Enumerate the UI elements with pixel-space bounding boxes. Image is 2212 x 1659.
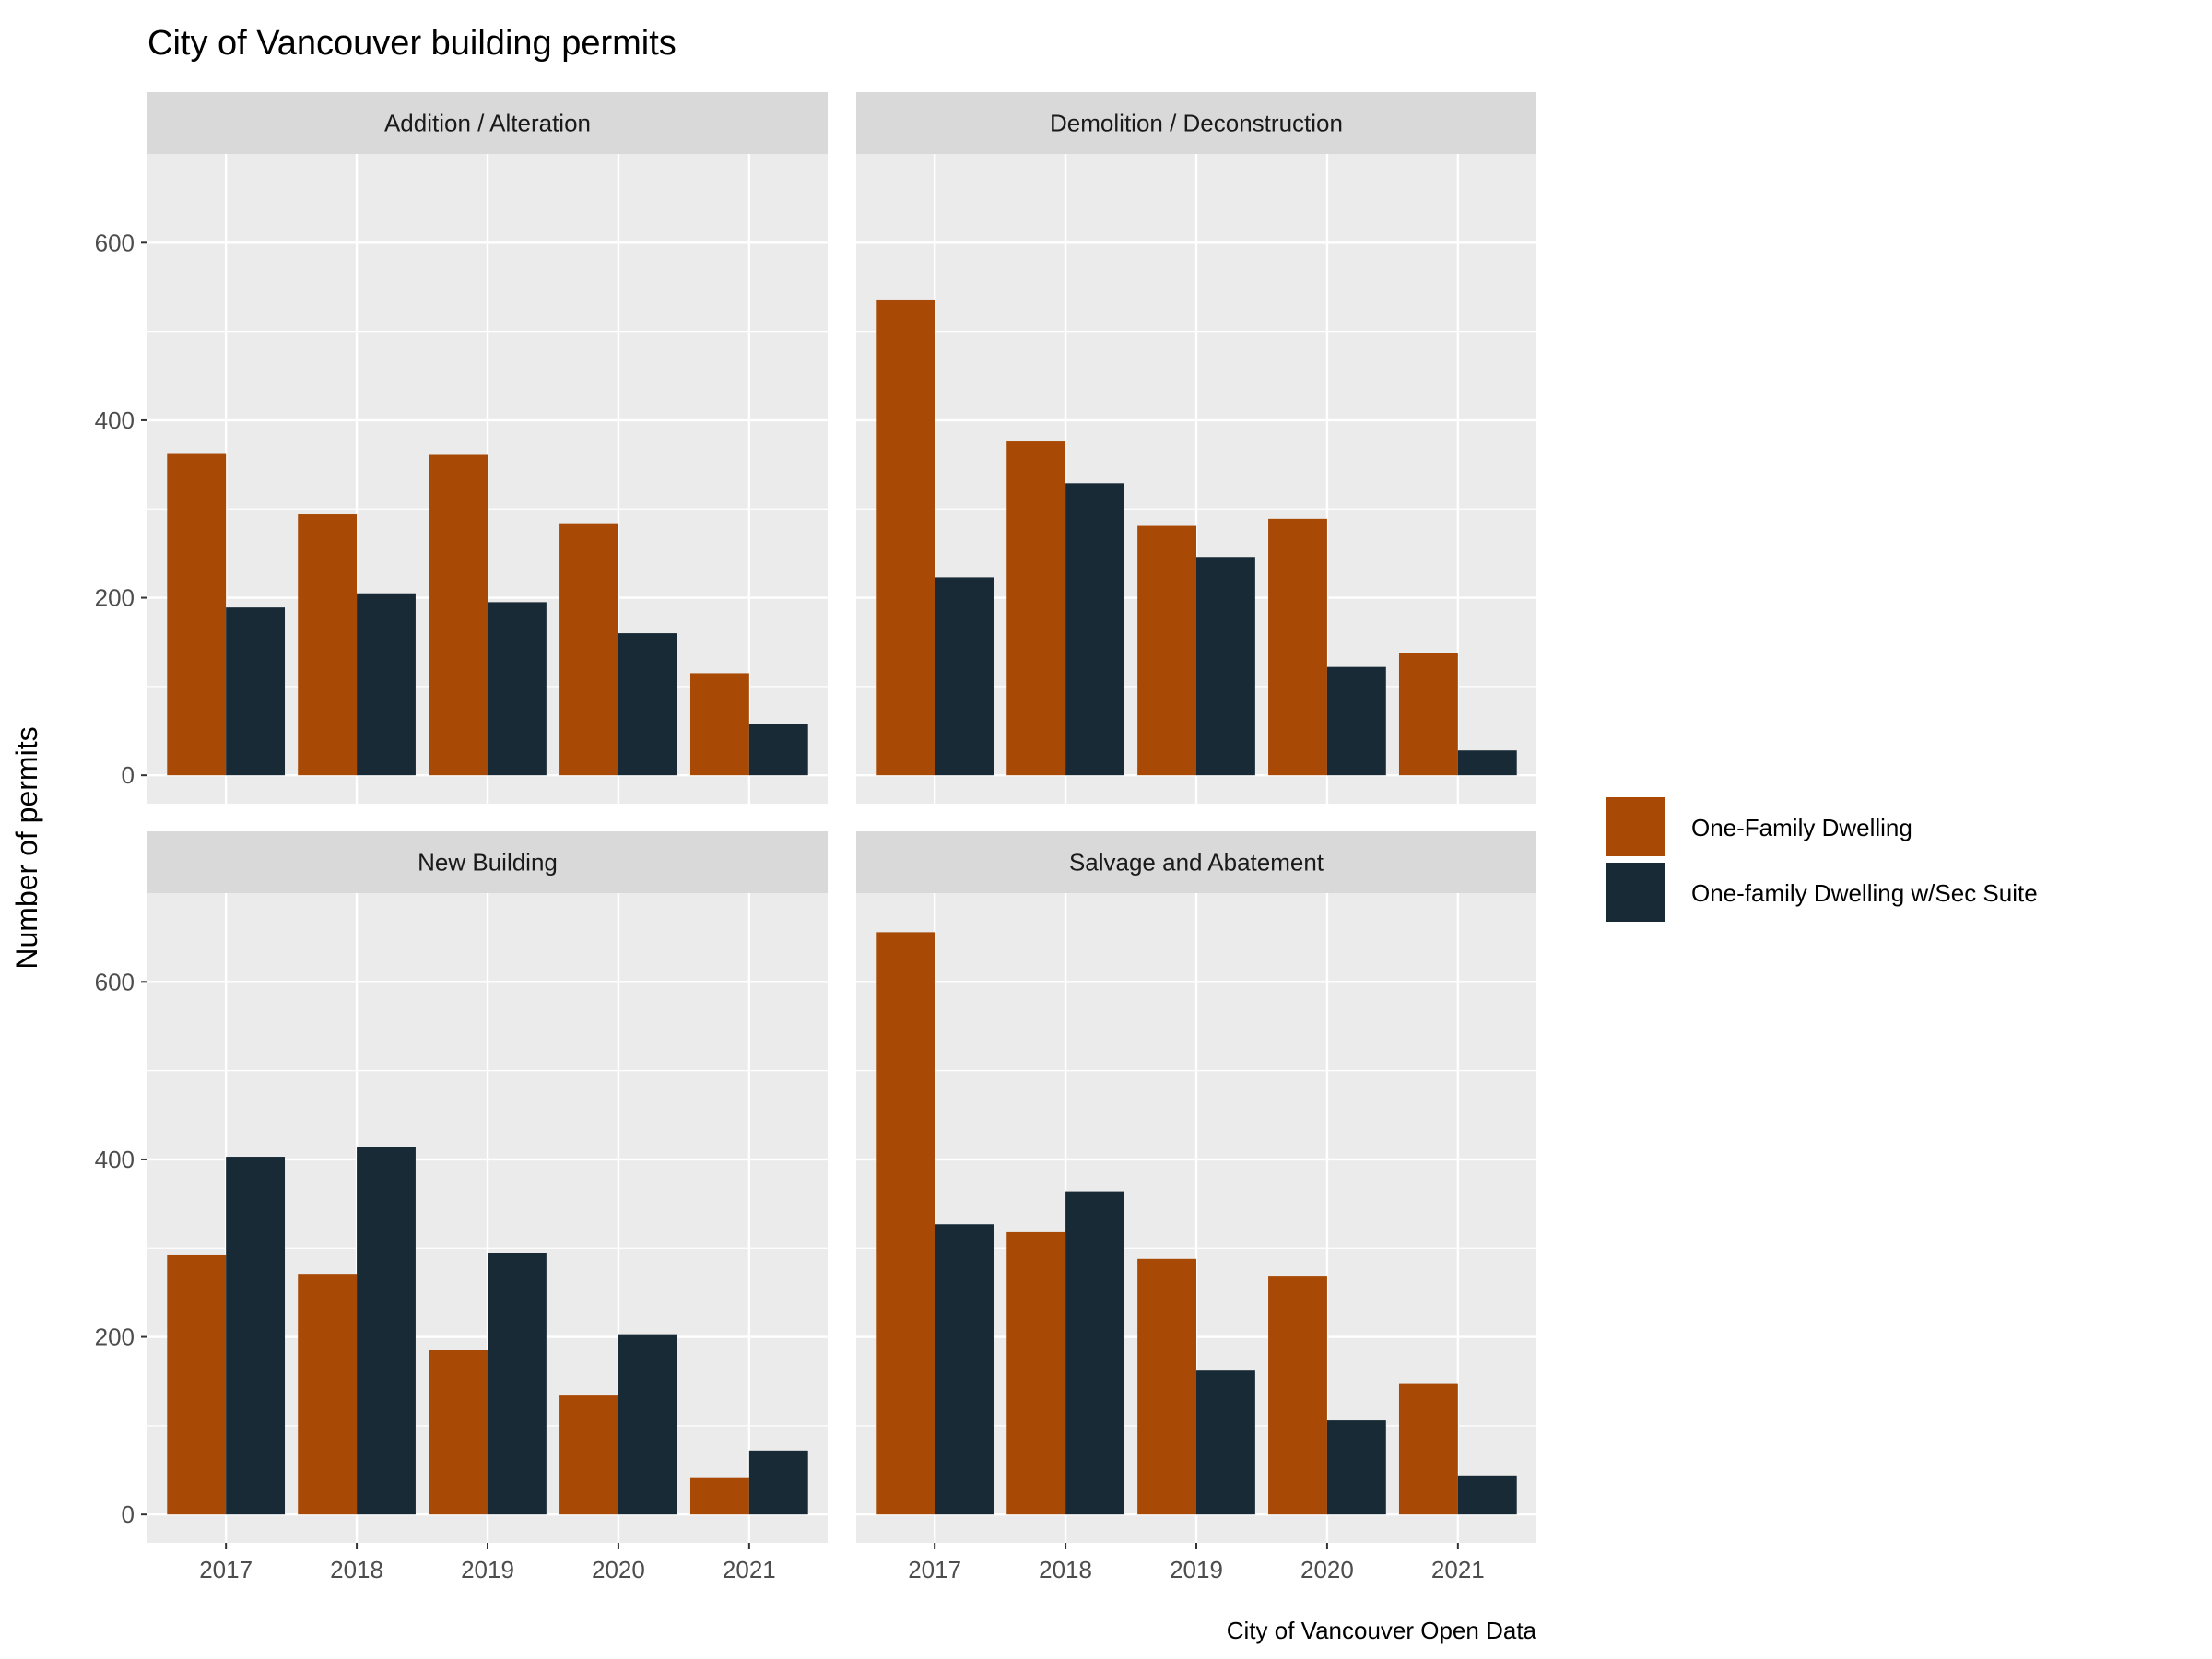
strip-addition-alteration [147, 92, 828, 154]
legend: One-Family Dwelling One-family Dwelling … [1604, 795, 2038, 924]
bar-demolition-deconstruction-one-family-dwelling-w-sec-suite-2018 [1065, 483, 1124, 776]
x-tick-label: 2020 [1300, 1556, 1354, 1583]
y-axis-title: Number of permits [10, 726, 43, 969]
bar-demolition-deconstruction-one-family-dwelling-w-sec-suite-2020 [1326, 666, 1386, 776]
bar-new-building-one-family-dwelling-w-sec-suite-2020 [618, 1334, 677, 1515]
strip-label-new-building: New Building [418, 849, 558, 877]
bar-demolition-deconstruction-one-family-dwelling-2021 [1398, 653, 1458, 776]
x-tick-label: 2020 [592, 1556, 645, 1583]
bar-salvage-and-abatement-one-family-dwelling-w-sec-suite-2021 [1457, 1475, 1517, 1515]
legend-key-one-family [1604, 795, 1666, 858]
bar-demolition-deconstruction-one-family-dwelling-2017 [876, 299, 935, 776]
bar-addition-alteration-one-family-dwelling-w-sec-suite-2019 [488, 602, 547, 776]
bar-salvage-and-abatement-one-family-dwelling-w-sec-suite-2020 [1326, 1420, 1386, 1515]
bar-new-building-one-family-dwelling-w-sec-suite-2019 [488, 1253, 547, 1515]
bar-demolition-deconstruction-one-family-dwelling-w-sec-suite-2017 [935, 577, 994, 776]
bar-salvage-and-abatement-one-family-dwelling-2021 [1398, 1383, 1458, 1515]
bar-new-building-one-family-dwelling-2017 [167, 1254, 227, 1515]
bar-addition-alteration-one-family-dwelling-2021 [689, 673, 749, 776]
panel-demolition-deconstruction: Demolition / Deconstruction [856, 92, 1536, 804]
y-tick-label: 200 [95, 584, 135, 612]
bar-salvage-and-abatement-one-family-dwelling-w-sec-suite-2018 [1065, 1191, 1124, 1515]
y-tick-label: 400 [95, 1146, 135, 1173]
strip-salvage-and-abatement [856, 831, 1536, 893]
bar-addition-alteration-one-family-dwelling-2019 [429, 454, 488, 776]
bar-addition-alteration-one-family-dwelling-2018 [298, 514, 358, 776]
bar-addition-alteration-one-family-dwelling-w-sec-suite-2020 [618, 633, 677, 776]
y-tick-label: 0 [122, 761, 135, 789]
y-tick-label: 0 [122, 1500, 135, 1528]
strip-label-salvage-and-abatement: Salvage and Abatement [1069, 849, 1324, 877]
bar-new-building-one-family-dwelling-2020 [559, 1395, 618, 1515]
x-tick-label: 2019 [461, 1556, 514, 1583]
chart-caption: City of Vancouver Open Data [1227, 1617, 1537, 1644]
bar-demolition-deconstruction-one-family-dwelling-w-sec-suite-2019 [1196, 557, 1255, 776]
strip-demolition-deconstruction [856, 92, 1536, 154]
x-tick-label: 2018 [330, 1556, 383, 1583]
y-tick-label: 600 [95, 229, 135, 256]
bar-addition-alteration-one-family-dwelling-2020 [559, 523, 618, 776]
x-tick-label: 2017 [908, 1556, 961, 1583]
x-tick-label: 2021 [723, 1556, 776, 1583]
chart-title: City of Vancouver building permits [147, 24, 677, 63]
y-tick-label: 600 [95, 968, 135, 995]
legend-label-one-family: One-Family Dwelling [1691, 814, 1912, 841]
strip-label-addition-alteration: Addition / Alteration [384, 110, 591, 137]
panel-new-building: New Building 0 200 400 600 2017 2018 2019 2020 20… [95, 831, 828, 1583]
y-tick-label: 400 [95, 406, 135, 434]
bar-new-building-one-family-dwelling-2019 [429, 1350, 488, 1515]
bar-salvage-and-abatement-one-family-dwelling-2017 [876, 932, 935, 1515]
bar-salvage-and-abatement-one-family-dwelling-2020 [1268, 1276, 1327, 1515]
x-tick-label: 2017 [199, 1556, 253, 1583]
bar-demolition-deconstruction-one-family-dwelling-2019 [1137, 525, 1196, 776]
strip-label-demolition-deconstruction: Demolition / Deconstruction [1050, 110, 1343, 137]
facet-panels: Addition / Alteration 0 200 400 600 Demolitio… [95, 92, 1536, 1583]
panel-addition-alteration: Addition / Alteration 0 200 400 600 [95, 92, 828, 804]
bar-addition-alteration-one-family-dwelling-w-sec-suite-2018 [357, 593, 416, 776]
bar-addition-alteration-one-family-dwelling-w-sec-suite-2021 [748, 724, 808, 776]
bar-salvage-and-abatement-one-family-dwelling-2019 [1137, 1258, 1196, 1515]
bar-demolition-deconstruction-one-family-dwelling-2018 [1006, 441, 1066, 776]
bar-new-building-one-family-dwelling-w-sec-suite-2021 [748, 1450, 808, 1515]
bar-new-building-one-family-dwelling-2021 [689, 1477, 749, 1515]
bar-salvage-and-abatement-one-family-dwelling-w-sec-suite-2019 [1196, 1370, 1255, 1515]
bar-salvage-and-abatement-one-family-dwelling-2018 [1006, 1231, 1066, 1515]
bar-salvage-and-abatement-one-family-dwelling-w-sec-suite-2017 [935, 1224, 994, 1515]
y-tick-label: 200 [95, 1324, 135, 1351]
bar-new-building-one-family-dwelling-w-sec-suite-2018 [357, 1147, 416, 1515]
x-tick-label: 2019 [1170, 1556, 1223, 1583]
legend-label-sec-suite: One-family Dwelling w/Sec Suite [1691, 879, 2038, 907]
strip-new-building [147, 831, 828, 893]
panel-salvage-and-abatement: Salvage and Abatement 2017 2018 2019 2020 202… [856, 831, 1536, 1583]
bar-demolition-deconstruction-one-family-dwelling-w-sec-suite-2021 [1457, 750, 1517, 776]
x-tick-label: 2021 [1431, 1556, 1485, 1583]
bar-addition-alteration-one-family-dwelling-2017 [167, 453, 227, 776]
legend-key-sec-suite [1604, 861, 1666, 924]
bar-new-building-one-family-dwelling-2018 [298, 1274, 358, 1515]
bar-demolition-deconstruction-one-family-dwelling-2020 [1268, 518, 1327, 776]
x-tick-label: 2018 [1039, 1556, 1092, 1583]
bar-addition-alteration-one-family-dwelling-w-sec-suite-2017 [226, 607, 286, 776]
bar-new-building-one-family-dwelling-w-sec-suite-2017 [226, 1157, 286, 1515]
